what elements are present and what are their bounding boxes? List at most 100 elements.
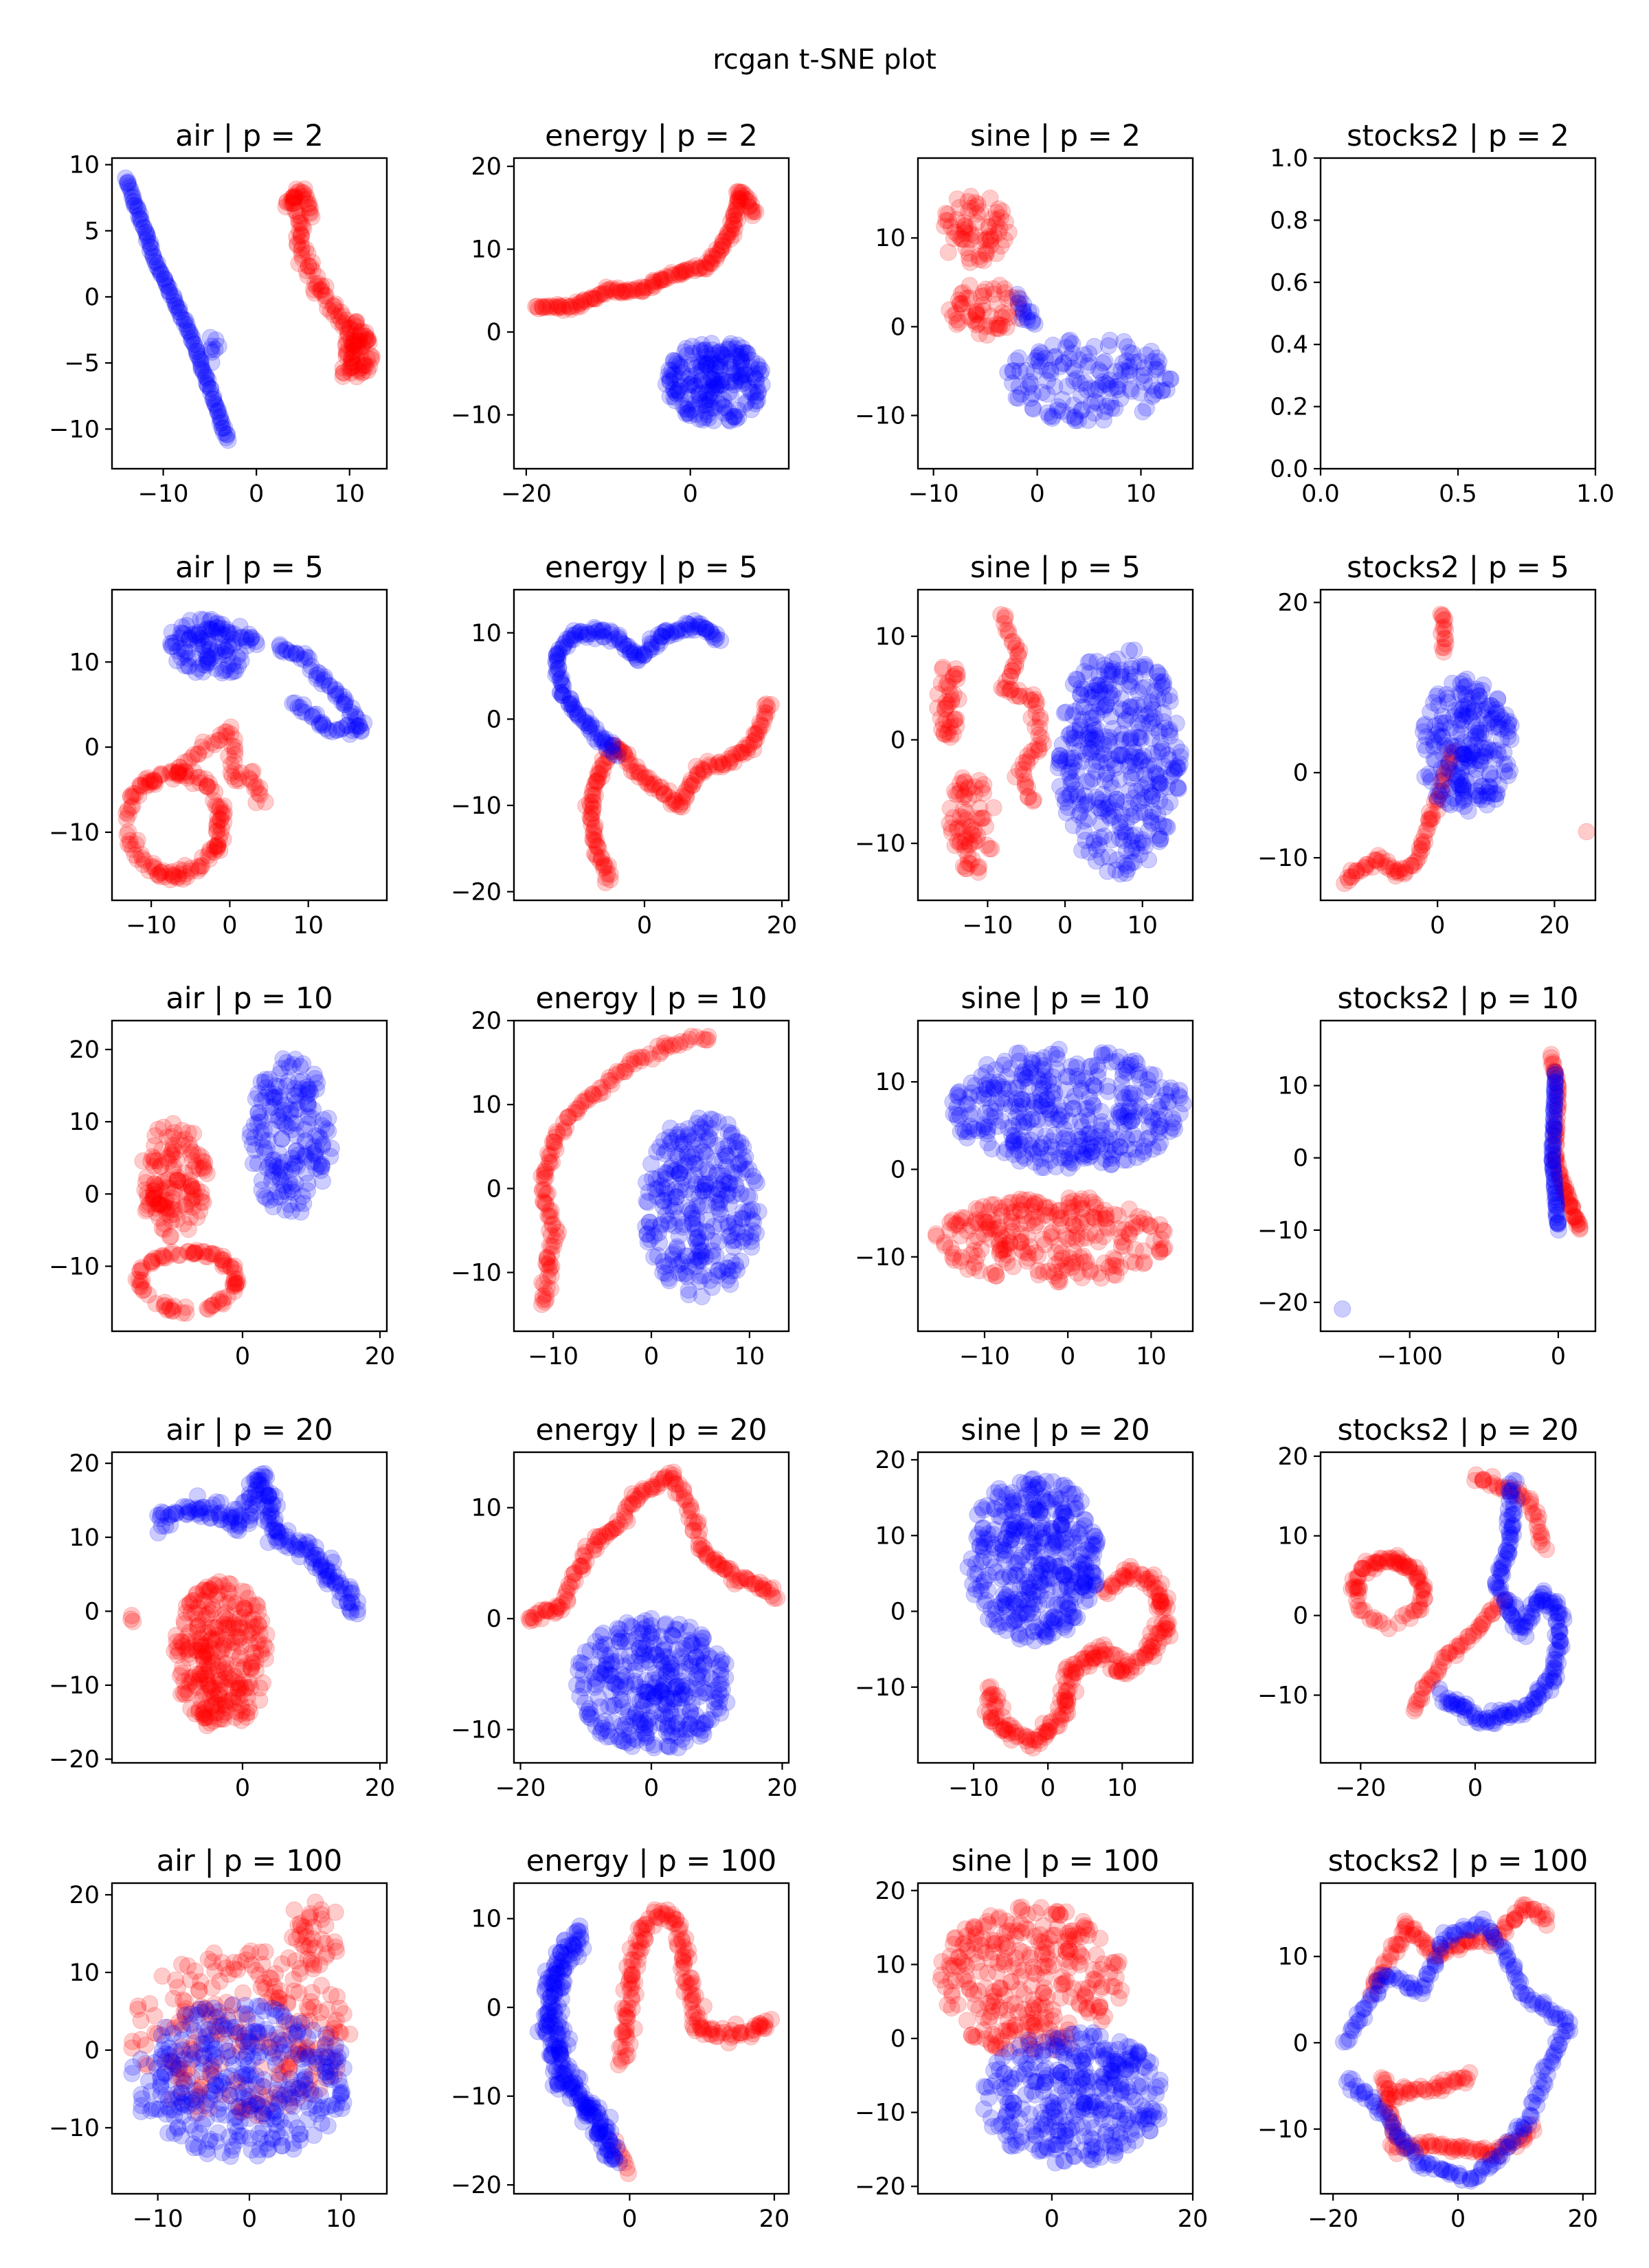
real-point [998, 305, 1016, 323]
real-point [663, 266, 681, 284]
synthetic-point [548, 661, 565, 679]
synthetic-point [135, 219, 153, 236]
synthetic-point [344, 722, 361, 740]
synthetic-point [1149, 689, 1167, 707]
real-point [208, 838, 226, 856]
synthetic-point [309, 663, 326, 681]
synthetic-point [1082, 743, 1099, 761]
real-point [660, 269, 677, 287]
synthetic-point [1098, 397, 1116, 415]
real-point [195, 1701, 213, 1718]
synthetic-point [576, 707, 594, 725]
real-point [977, 242, 994, 260]
synthetic-point [333, 720, 350, 738]
synthetic-point [642, 1155, 660, 1172]
real-point [348, 333, 366, 351]
synthetic-point [1143, 353, 1161, 370]
real-point [1112, 1228, 1130, 1246]
synthetic-point [710, 375, 727, 393]
real-point [638, 278, 655, 296]
synthetic-point [697, 1175, 715, 1193]
real-point [330, 307, 348, 325]
real-point [759, 698, 776, 716]
synthetic-point [171, 303, 189, 321]
real-point [726, 212, 743, 230]
synthetic-point [181, 630, 199, 647]
synthetic-point [1010, 377, 1028, 395]
synthetic-point [746, 365, 764, 383]
real-point [944, 307, 962, 325]
synthetic-point [1095, 354, 1112, 372]
real-point [226, 742, 244, 759]
synthetic-point [706, 375, 723, 393]
real-point [284, 194, 302, 212]
synthetic-point [1161, 370, 1179, 388]
real-point [590, 766, 607, 784]
y-tick-label: 0.4 [1270, 331, 1308, 359]
synthetic-point [192, 353, 210, 370]
real-point [992, 237, 1010, 255]
real-point [583, 804, 601, 822]
y-tick-label: 0 [1293, 759, 1308, 787]
real-point [131, 1277, 148, 1295]
synthetic-point [586, 621, 604, 638]
real-point [313, 283, 330, 301]
y-tick-label: 20 [471, 1008, 502, 1035]
synthetic-point [201, 654, 218, 672]
real-point [209, 836, 227, 854]
synthetic-point [728, 336, 746, 354]
real-point [300, 258, 317, 275]
real-point [939, 205, 957, 223]
synthetic-point [334, 719, 352, 737]
synthetic-point [321, 677, 339, 694]
synthetic-point [207, 660, 225, 678]
synthetic-point [640, 1213, 658, 1231]
real-point [176, 762, 194, 780]
synthetic-point [1094, 376, 1112, 394]
synthetic-point [190, 625, 208, 643]
real-point [980, 840, 998, 858]
real-point [748, 730, 765, 748]
synthetic-point [552, 684, 570, 702]
synthetic-point [559, 638, 576, 656]
real-point [591, 764, 608, 782]
real-point [212, 810, 229, 828]
real-point [168, 1639, 186, 1656]
synthetic-point [580, 625, 597, 643]
synthetic-point [665, 370, 683, 388]
real-point [633, 278, 651, 296]
synthetic-point [314, 715, 332, 733]
real-point [571, 295, 589, 313]
real-point [349, 340, 367, 357]
real-point [350, 333, 368, 351]
real-point [209, 808, 227, 826]
real-point [719, 227, 737, 245]
synthetic-point [745, 368, 763, 386]
synthetic-point [731, 372, 749, 390]
real-point [671, 798, 688, 815]
synthetic-point [671, 384, 688, 402]
synthetic-point [347, 720, 365, 738]
synthetic-point [1055, 704, 1073, 722]
synthetic-point [152, 265, 170, 283]
synthetic-point [687, 405, 705, 423]
synthetic-point [1112, 390, 1130, 408]
synthetic-point [276, 1201, 294, 1219]
real-point [589, 771, 607, 789]
real-point [980, 218, 998, 236]
synthetic-point [218, 623, 236, 641]
synthetic-point [161, 287, 179, 304]
synthetic-point [737, 395, 754, 413]
real-point [587, 846, 605, 864]
synthetic-point [123, 188, 141, 206]
synthetic-point [212, 408, 229, 425]
real-point [962, 225, 980, 243]
real-point [146, 1127, 164, 1145]
subplot-title: air | p = 5 [175, 551, 324, 585]
synthetic-point [748, 392, 765, 410]
synthetic-point [595, 628, 613, 646]
y-tick-label: 0 [85, 734, 100, 761]
synthetic-point [278, 641, 296, 659]
real-point [205, 843, 223, 861]
synthetic-point [713, 371, 730, 389]
